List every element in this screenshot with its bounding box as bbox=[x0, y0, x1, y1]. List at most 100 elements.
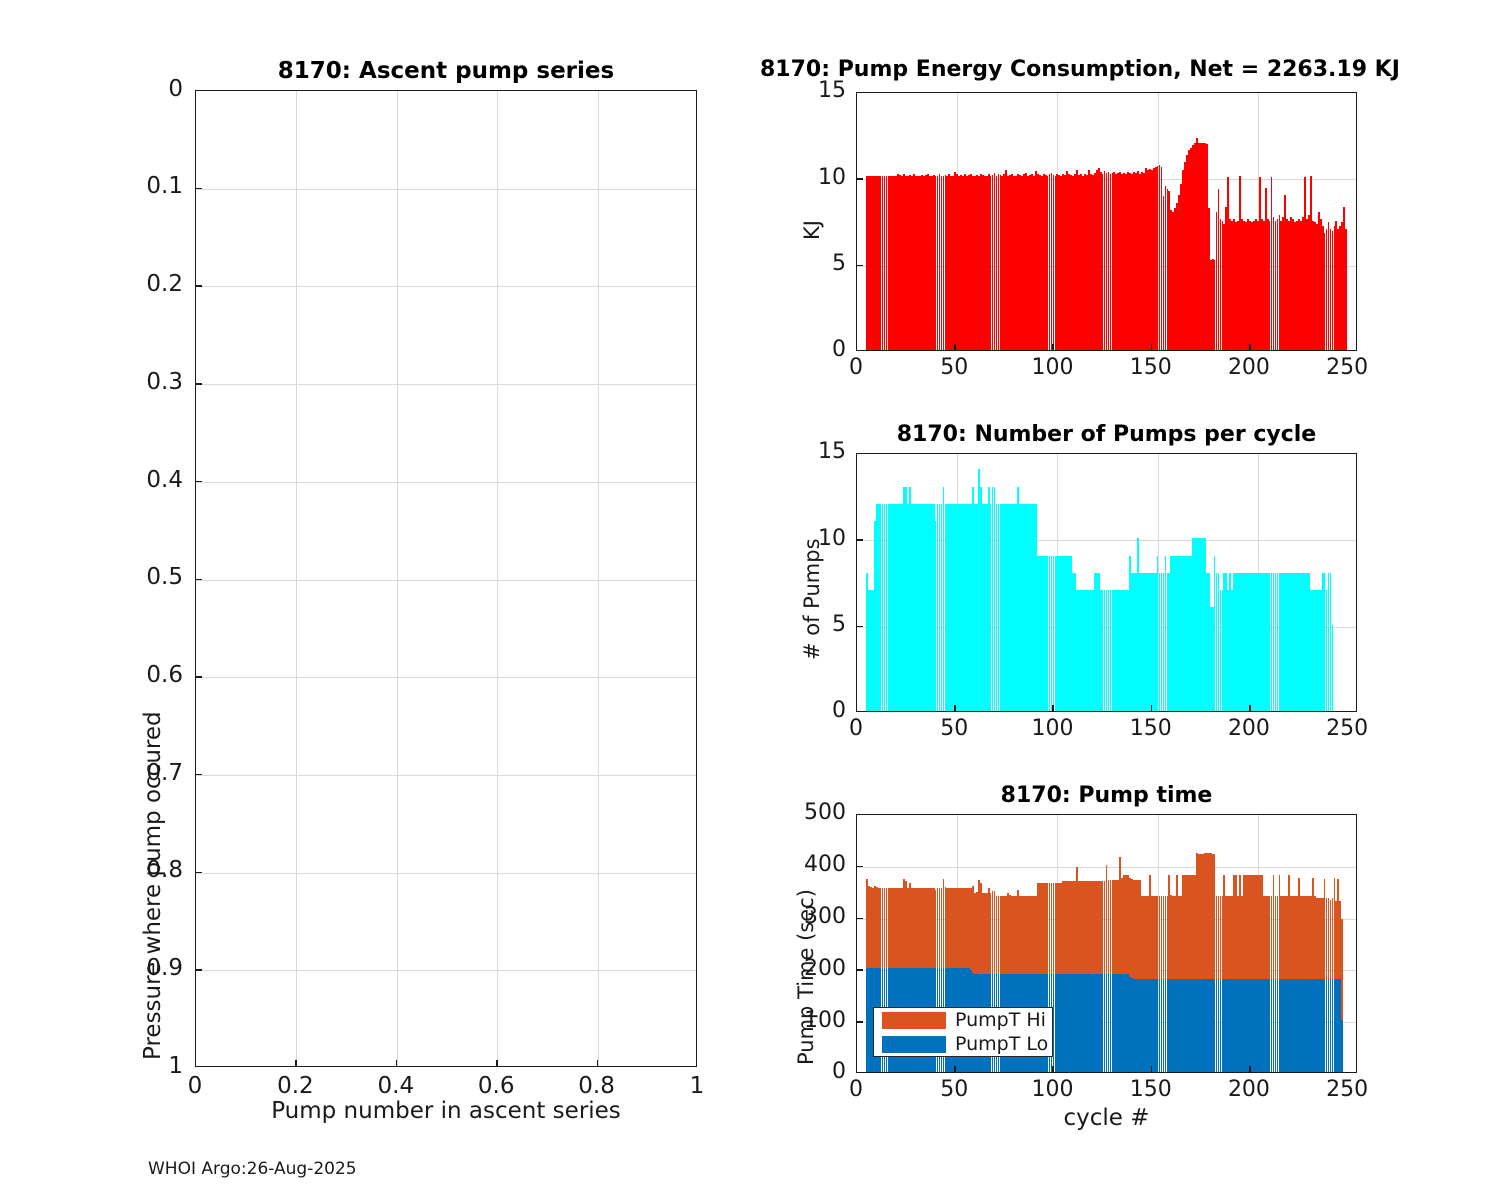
bar bbox=[1127, 590, 1130, 711]
bar bbox=[1254, 875, 1257, 979]
bar bbox=[1302, 895, 1304, 979]
bar bbox=[1319, 978, 1322, 1072]
bar bbox=[930, 175, 933, 350]
bar bbox=[977, 175, 980, 350]
bar bbox=[1154, 978, 1157, 1072]
legend-item-pumpt-lo[interactable]: PumpT Lo bbox=[882, 1034, 1048, 1054]
bar bbox=[1129, 173, 1131, 350]
bar bbox=[1082, 590, 1084, 711]
bar bbox=[1325, 898, 1328, 979]
bar bbox=[1190, 555, 1192, 711]
bar bbox=[1115, 590, 1118, 711]
bar bbox=[1237, 220, 1240, 350]
x-tick-label: 100 bbox=[1031, 355, 1074, 380]
bar bbox=[877, 176, 880, 350]
bar bbox=[875, 176, 878, 350]
bar bbox=[1162, 572, 1165, 711]
bar bbox=[1211, 607, 1214, 711]
bar bbox=[1311, 590, 1314, 711]
bar bbox=[1272, 217, 1275, 350]
bar bbox=[1278, 215, 1281, 350]
bar bbox=[1097, 881, 1100, 974]
y-tick-mark bbox=[195, 285, 202, 287]
bar bbox=[901, 175, 904, 350]
y-tick-label: 200 bbox=[804, 955, 846, 981]
bar bbox=[1119, 172, 1122, 350]
bar bbox=[1168, 191, 1171, 350]
bar bbox=[1095, 572, 1098, 711]
bar bbox=[1276, 572, 1279, 711]
bar bbox=[1164, 895, 1167, 979]
bar bbox=[1215, 895, 1218, 979]
pumptime-legend: PumpT Hi PumpT Lo bbox=[873, 1007, 1053, 1057]
bar bbox=[1229, 218, 1232, 350]
y-tick-mark bbox=[195, 676, 202, 678]
y-tick-label: 300 bbox=[804, 903, 846, 929]
bar bbox=[1278, 978, 1281, 1072]
bar bbox=[1017, 486, 1019, 711]
bar bbox=[1040, 882, 1043, 974]
bar bbox=[1117, 973, 1120, 1072]
bar bbox=[1311, 877, 1314, 979]
bar bbox=[1152, 895, 1155, 979]
bar bbox=[1007, 893, 1010, 974]
bar bbox=[1231, 590, 1234, 711]
bar bbox=[1205, 853, 1208, 979]
bar bbox=[1064, 881, 1067, 974]
bar bbox=[915, 503, 917, 711]
bar bbox=[1015, 895, 1018, 974]
ascent-plot-box bbox=[195, 90, 697, 1067]
bar bbox=[1160, 895, 1163, 979]
bar bbox=[1194, 978, 1196, 1072]
bar bbox=[1133, 572, 1135, 711]
bar bbox=[960, 174, 963, 350]
bar bbox=[1268, 978, 1271, 1072]
bar bbox=[1105, 973, 1108, 1072]
bar bbox=[1042, 173, 1045, 350]
bar bbox=[977, 880, 980, 974]
bar bbox=[1080, 590, 1082, 711]
bar bbox=[1231, 978, 1234, 1072]
bar bbox=[867, 968, 870, 1072]
bar bbox=[1085, 174, 1088, 350]
bar bbox=[1072, 881, 1074, 974]
bar bbox=[1339, 978, 1342, 1072]
bar bbox=[1009, 174, 1012, 350]
bar bbox=[1315, 978, 1318, 1072]
bar bbox=[1168, 572, 1171, 711]
y-tick-label: 0 bbox=[832, 1059, 846, 1085]
bar bbox=[1137, 880, 1139, 979]
bar bbox=[1227, 978, 1230, 1072]
bar bbox=[893, 503, 896, 711]
bar bbox=[1101, 973, 1104, 1072]
bar bbox=[1131, 173, 1133, 350]
bar bbox=[1317, 590, 1320, 711]
bar bbox=[1213, 978, 1216, 1072]
bar bbox=[1323, 978, 1326, 1072]
bar bbox=[1215, 572, 1218, 711]
bar bbox=[938, 888, 941, 969]
gridline-horizontal bbox=[196, 481, 696, 483]
bar bbox=[869, 968, 872, 1072]
bar bbox=[1129, 878, 1131, 977]
bar bbox=[1070, 555, 1073, 711]
bar bbox=[1205, 978, 1208, 1072]
bar bbox=[1219, 978, 1222, 1072]
bar bbox=[1243, 572, 1245, 711]
bar bbox=[1084, 173, 1086, 350]
bar bbox=[1213, 854, 1216, 979]
legend-item-pumpt-hi[interactable]: PumpT Hi bbox=[882, 1010, 1046, 1030]
bar bbox=[1309, 176, 1312, 350]
y-tick-label: 0.3 bbox=[146, 368, 183, 395]
bar bbox=[1225, 206, 1228, 350]
bar bbox=[938, 173, 941, 350]
bar bbox=[985, 893, 988, 974]
bar bbox=[1229, 572, 1232, 711]
bar bbox=[1286, 218, 1289, 350]
bar bbox=[1207, 853, 1210, 979]
bar bbox=[1062, 555, 1065, 711]
bar bbox=[999, 895, 1002, 974]
bar bbox=[1150, 572, 1153, 711]
y-tick-label: 0 bbox=[168, 75, 183, 102]
bar bbox=[972, 885, 974, 973]
